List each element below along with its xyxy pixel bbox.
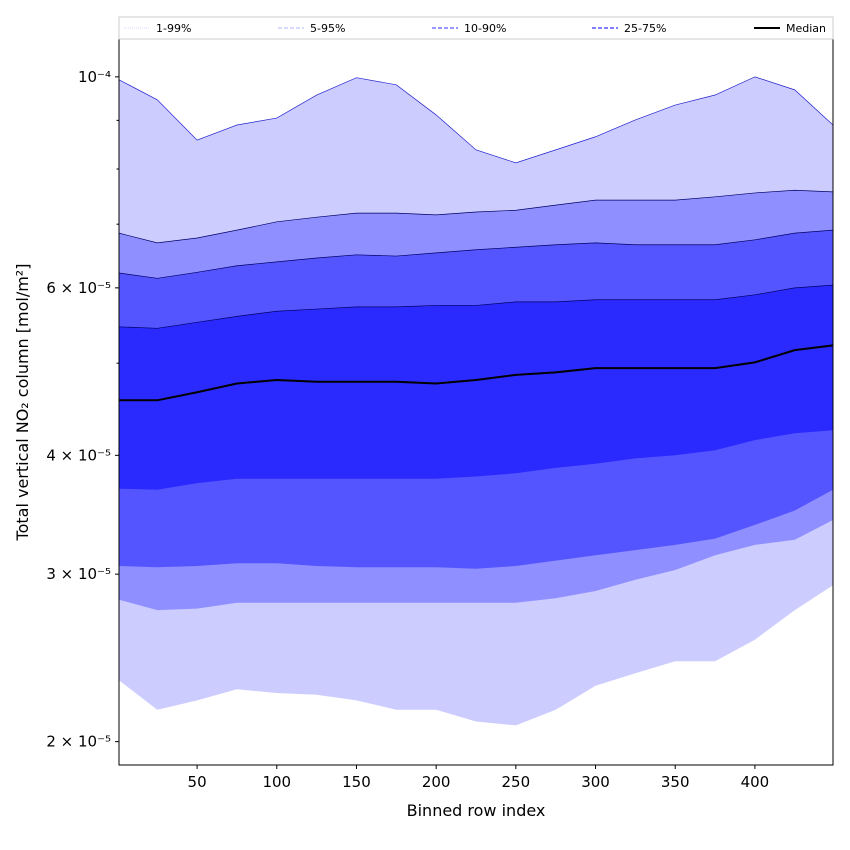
x-tick-label: 150 — [342, 773, 371, 791]
legend-label: Median — [786, 22, 826, 35]
x-tick-label: 100 — [262, 773, 291, 791]
x-axis-label: Binned row index — [407, 801, 546, 820]
x-tick-label: 250 — [502, 773, 531, 791]
series-line-p95 — [118, 189, 834, 244]
legend-box — [118, 16, 834, 40]
percentile-lines — [118, 76, 834, 402]
legend-label: 25-75% — [624, 22, 666, 35]
legend: 1-99% 5-95% 10-90% 25-75% Median — [118, 16, 834, 40]
legend-label: 1-99% — [156, 22, 191, 35]
series-line-p99 — [118, 76, 834, 164]
legend-label: 5-95% — [310, 22, 345, 35]
y-tick-label: 3 × 10⁻⁵ — [46, 565, 111, 583]
x-axis: 50 100 150 200 250 300 350 400 — [188, 765, 770, 791]
y-tick-label: 10⁻⁴ — [78, 68, 111, 86]
series-line-Median — [119, 344, 834, 402]
x-tick-label: 300 — [581, 773, 610, 791]
x-tick-label: 350 — [661, 773, 690, 791]
percentile-bands — [119, 76, 833, 726]
series-line-p75 — [118, 284, 834, 329]
y-tick-label: 2 × 10⁻⁵ — [46, 733, 111, 751]
x-tick-label: 200 — [422, 773, 451, 791]
y-tick-label: 4 × 10⁻⁵ — [46, 446, 111, 464]
legend-label: 10-90% — [464, 22, 506, 35]
band-25-75% — [119, 285, 833, 490]
y-axis-label: Total vertical NO₂ column [mol/m²] — [13, 264, 32, 542]
x-tick-label: 400 — [741, 773, 770, 791]
y-tick-label: 6 × 10⁻⁵ — [46, 279, 111, 297]
y-axis: 10⁻⁴ 6 × 10⁻⁵ 4 × 10⁻⁵ 3 × 10⁻⁵ 2 × 10⁻⁵ — [46, 68, 119, 751]
series-line-p90 — [118, 229, 834, 279]
x-tick-label: 50 — [188, 773, 207, 791]
